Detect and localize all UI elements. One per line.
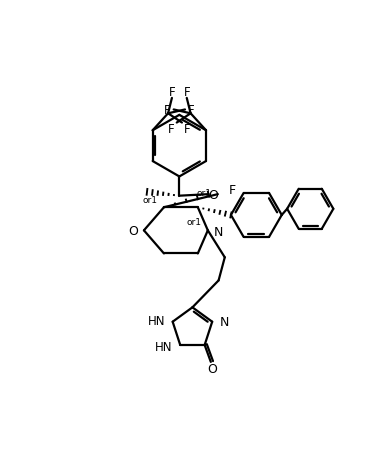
Text: N: N xyxy=(214,226,223,239)
Text: O: O xyxy=(208,188,218,201)
Text: F: F xyxy=(229,183,236,196)
Text: N: N xyxy=(220,316,229,328)
Text: HN: HN xyxy=(147,314,165,327)
Text: or1: or1 xyxy=(196,189,211,198)
Text: O: O xyxy=(207,363,217,376)
Text: F: F xyxy=(184,123,191,136)
Text: F: F xyxy=(188,104,194,117)
Text: O: O xyxy=(128,224,138,237)
Text: F: F xyxy=(168,123,175,136)
Text: or1: or1 xyxy=(186,217,201,226)
Text: F: F xyxy=(183,86,190,99)
Text: HN: HN xyxy=(155,340,172,353)
Text: or1: or1 xyxy=(143,196,158,205)
Text: F: F xyxy=(164,104,171,117)
Text: F: F xyxy=(169,86,175,99)
